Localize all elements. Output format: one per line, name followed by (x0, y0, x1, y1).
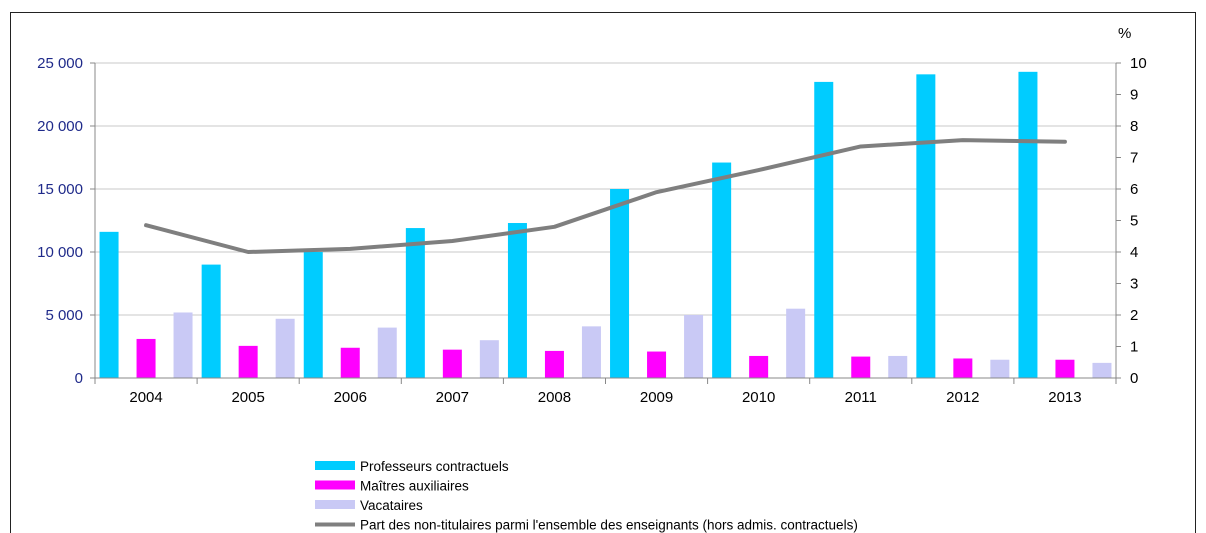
bar-vacataires (275, 318, 295, 378)
legend-label: Part des non-titulaires parmi l'ensemble… (360, 518, 858, 533)
bar-ma-tres-auxiliaires (749, 355, 769, 378)
bar-ma-tres-auxiliaires (953, 358, 973, 378)
line-point (553, 226, 555, 228)
bar-professeurs-contractuels (507, 223, 527, 378)
bar-ma-tres-auxiliaires (851, 356, 871, 378)
bar-vacataires (479, 340, 499, 378)
bar-vacataires (888, 355, 908, 378)
line-non-titulaires-share (144, 138, 1067, 254)
y-right-tick-label: 8 (1130, 118, 1138, 135)
bar-professeurs-contractuels (712, 162, 732, 378)
y-left-tick-label: 5 000 (45, 307, 83, 324)
y-left-tick-label: 25 000 (37, 55, 83, 72)
bar-vacataires (786, 308, 806, 378)
bar-ma-tres-auxiliaires (238, 345, 258, 378)
legend-label: Professeurs contractuels (360, 459, 509, 474)
bar-vacataires (990, 359, 1010, 378)
bar-professeurs-contractuels (303, 252, 323, 378)
x-tick-label: 2010 (742, 389, 775, 406)
legend: Professeurs contractuels Maîtres auxiliai… (315, 459, 858, 533)
line-point (145, 224, 147, 226)
y-right-tick-label: 9 (1130, 87, 1138, 104)
axes: 0 5 000 10 000 15 000 20 000 25 000 0 1 2 3 4 5 6 7 8 9… (37, 25, 1147, 406)
bar-vacataires (581, 326, 601, 378)
y-left-tick-label: 0 (75, 370, 83, 387)
line-point (1064, 141, 1066, 143)
bar-professeurs-contractuels (201, 264, 221, 378)
x-tick-label: 2008 (538, 389, 571, 406)
bar-ma-tres-auxiliaires (442, 349, 462, 378)
legend-swatch (315, 500, 355, 509)
x-tick-label: 2005 (231, 389, 264, 406)
line-point (962, 139, 964, 141)
line-point (656, 191, 658, 193)
legend-label: Vacataires (360, 498, 423, 513)
legend-swatch (315, 461, 355, 470)
bar-ma-tres-auxiliaires (136, 338, 156, 378)
bar-vacataires (173, 312, 193, 378)
line-point (451, 240, 453, 242)
legend-swatch (315, 480, 355, 490)
line-point (758, 169, 760, 171)
y-right-tick-label: 0 (1130, 370, 1138, 387)
x-tick-label: 2006 (334, 389, 367, 406)
bars (99, 71, 1112, 379)
bar-professeurs-contractuels (1018, 71, 1038, 378)
y-right-tick-label: 7 (1130, 150, 1138, 167)
bar-vacataires (377, 327, 397, 378)
y-left-tick-label: 10 000 (37, 244, 83, 261)
x-tick-label: 2009 (640, 389, 673, 406)
x-tick-label: 2013 (1048, 389, 1081, 406)
x-tick-label: 2012 (946, 389, 979, 406)
line-point (247, 251, 249, 253)
line-point (860, 145, 862, 147)
legend-label: Maîtres auxiliaires (360, 479, 469, 494)
x-tick-label: 2007 (436, 389, 469, 406)
chart-frame (10, 12, 1196, 533)
y-right-tick-label: 10 (1130, 55, 1147, 72)
bar-ma-tres-auxiliaires (1055, 359, 1075, 378)
gridlines (95, 62, 1116, 316)
y-right-tick-label: 3 (1130, 276, 1138, 293)
y-right-tick-label: 2 (1130, 307, 1138, 324)
y-right-tick-label: 5 (1130, 213, 1138, 230)
y-right-tick-label: 1 (1130, 339, 1138, 356)
bar-ma-tres-auxiliaires (544, 350, 564, 378)
line-series (144, 138, 1067, 254)
bar-professeurs-contractuels (814, 81, 834, 379)
x-tick-label: 2011 (845, 389, 877, 406)
bar-professeurs-contractuels (99, 231, 119, 378)
y-right-tick-label: 6 (1130, 181, 1138, 198)
line-point (349, 248, 351, 250)
bar-professeurs-contractuels (916, 74, 936, 378)
y-right-unit-label: % (1118, 25, 1131, 42)
bar-ma-tres-auxiliaires (340, 347, 360, 378)
y-left-tick-label: 20 000 (37, 118, 83, 135)
y-left-tick-label: 15 000 (37, 181, 83, 198)
bar-professeurs-contractuels (405, 228, 425, 378)
bar-professeurs-contractuels (610, 189, 630, 378)
y-right-tick-label: 4 (1130, 244, 1138, 261)
bar-vacataires (684, 315, 704, 378)
bar-ma-tres-auxiliaires (647, 351, 667, 378)
bar-vacataires (1092, 362, 1112, 378)
x-tick-label: 2004 (129, 389, 162, 406)
